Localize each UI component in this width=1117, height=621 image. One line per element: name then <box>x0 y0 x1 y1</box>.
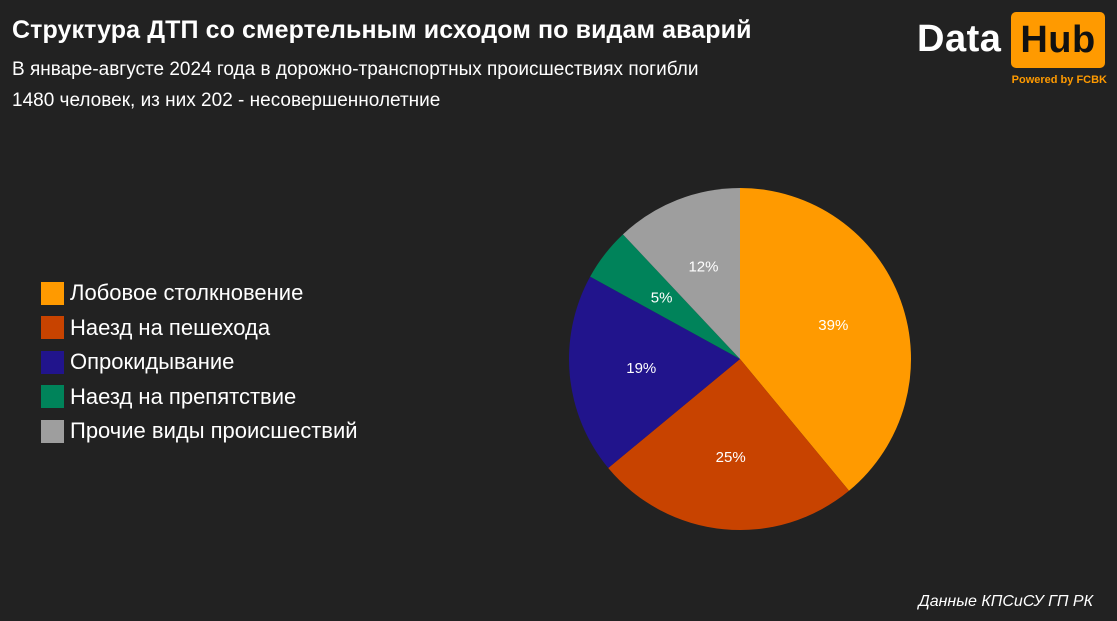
pie-slice <box>622 188 740 359</box>
legend-label: Наезд на пешехода <box>70 314 271 340</box>
datahub-logo: Data Hub Powered by FCBK <box>917 12 1107 90</box>
pie-slice <box>608 359 849 530</box>
legend-swatch <box>41 350 64 374</box>
chart-subtitle: В январе-августе 2024 года в дорожно-тра… <box>12 54 812 116</box>
subtitle-line-1: В январе-августе 2024 года в дорожно-тра… <box>12 59 699 80</box>
legend-swatch <box>41 385 64 409</box>
legend-label: Наезд на препятствие <box>70 383 297 409</box>
logo-powered-by: Powered by FCBK <box>1011 74 1107 86</box>
pie-data-label: 19% <box>626 360 656 377</box>
legend-item: Опрокидывание <box>41 345 358 380</box>
logo-hub-text: Hub <box>1011 12 1105 68</box>
pie-data-label: 12% <box>688 258 718 275</box>
chart-title: Структура ДТП со смертельным исходом по … <box>12 16 752 44</box>
legend-item: Наезд на пешехода <box>41 311 358 346</box>
pie-data-label: 25% <box>716 449 746 466</box>
legend-label: Лобовое столкновение <box>70 280 304 306</box>
legend-swatch <box>41 316 64 340</box>
legend-swatch <box>41 419 64 443</box>
legend-label: Прочие виды происшествий <box>70 418 358 444</box>
pie-slice <box>569 276 740 468</box>
legend-item: Прочие виды происшествий <box>41 414 358 449</box>
subtitle-line-2: 1480 человек, из них 202 - несовершеннол… <box>12 90 441 111</box>
legend-swatch <box>41 281 64 305</box>
chart-legend: Лобовое столкновение Наезд на пешехода Опр… <box>41 276 358 449</box>
legend-label: Опрокидывание <box>70 349 235 375</box>
logo-data-text: Data <box>917 18 1002 60</box>
pie-data-label: 5% <box>651 290 673 307</box>
pie-data-label: 39% <box>818 317 848 334</box>
data-source: Данные КПСиСУ ГП РК <box>918 593 1093 610</box>
legend-item: Лобовое столкновение <box>41 276 358 311</box>
legend-item: Наезд на препятствие <box>41 380 358 415</box>
pie-slice <box>590 234 740 359</box>
pie-slice <box>740 188 911 491</box>
pie-chart: 39% 25% 19% 5% 12% <box>569 188 911 530</box>
